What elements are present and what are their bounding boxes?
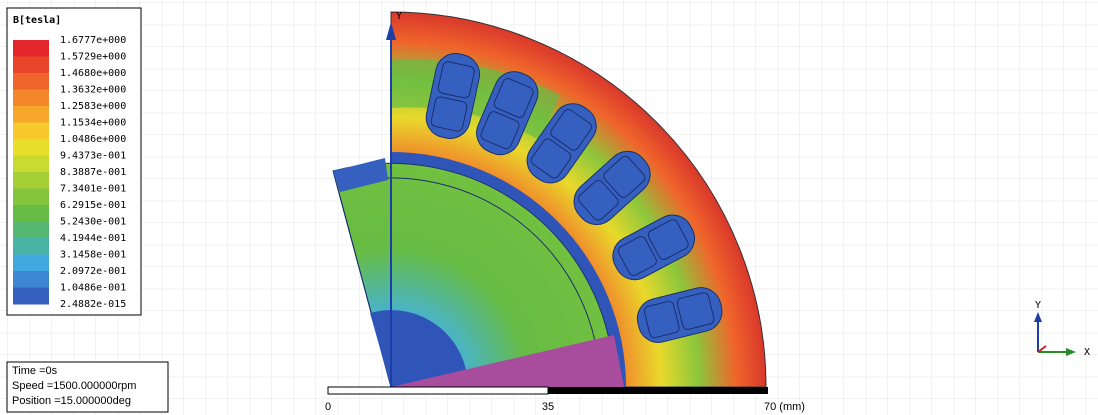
slot-body (425, 53, 480, 139)
slot (612, 214, 695, 281)
slot (526, 103, 597, 184)
slot-coil (643, 300, 680, 339)
info-position: Position =15.000000deg (12, 395, 131, 407)
slot-coil (578, 179, 619, 221)
legend-swatch (13, 287, 49, 305)
legend-swatch (13, 221, 49, 239)
triad-y-label: Y (1035, 300, 1041, 311)
legend-label: 8.3887e-001 (60, 167, 126, 178)
legend-label: 2.0972e-001 (60, 266, 126, 277)
legend-swatch (13, 56, 49, 74)
info-time: Time =0s (12, 365, 58, 377)
slot-coil (550, 108, 592, 151)
slot (425, 53, 480, 139)
triad-y-arrow (1034, 312, 1042, 322)
legend-label: 9.4373e-001 (60, 151, 126, 162)
legend-label: 3.1458e-001 (60, 250, 126, 261)
legend-label: 6.2915e-001 (60, 200, 126, 211)
slot-coil (493, 78, 534, 118)
slot-coil (617, 236, 657, 276)
legend-swatch (13, 172, 49, 189)
legend-label: 5.2430e-001 (60, 217, 126, 228)
shaft-key-region (391, 335, 624, 387)
legend-swatch (13, 205, 49, 222)
slot-coil (530, 138, 572, 179)
info-speed: Speed =1500.000000rpm (12, 380, 136, 392)
legend-label: 1.0486e-001 (60, 283, 126, 294)
legend-swatch (13, 271, 49, 288)
slot-coil (430, 96, 468, 132)
slot-coil (437, 61, 475, 99)
legend-title: B[tesla] (13, 15, 61, 26)
info-box (6, 361, 169, 413)
legend-label: 1.6777e+000 (60, 35, 126, 46)
legend-swatch (13, 122, 49, 140)
triad-x-label: X (1084, 347, 1090, 358)
slot (573, 150, 651, 225)
slot-coil (603, 155, 646, 198)
shaft (370, 310, 468, 387)
legend-swatch (13, 89, 49, 107)
rotor-magnet (333, 158, 388, 192)
legend-swatch (13, 188, 49, 206)
legend-swatch (13, 238, 49, 255)
legend-swatch (13, 254, 49, 272)
legend-label: 1.3632e+000 (60, 85, 126, 96)
triad-x-arrow (1066, 348, 1076, 356)
main-y-label: Y (396, 11, 402, 22)
legend-swatch (13, 106, 49, 123)
legend-swatch (13, 40, 49, 57)
legend-label: 2.4882e-015 (60, 299, 126, 310)
scale-label: 35 (542, 401, 554, 413)
legend-label: 1.4680e+000 (60, 68, 126, 79)
scale-bar-white (327, 386, 549, 395)
slot (636, 287, 723, 343)
legend-swatch (13, 73, 49, 90)
legend-label: 1.1534e+000 (60, 118, 126, 129)
slot-coil (676, 292, 715, 330)
legend-label: 1.5729e+000 (60, 52, 126, 63)
scale-label: 0 (325, 401, 331, 413)
main-y-arrow (386, 22, 396, 40)
legend-label: 7.3401e-001 (60, 184, 126, 195)
legend-label: 1.0486e+000 (60, 134, 126, 145)
legend: 1.6777e+000 1.5729e+000 1.4680e+000 1.3632e… (13, 35, 126, 310)
slot-body (476, 71, 539, 156)
slot-coil (480, 111, 520, 150)
legend-label: 4.1944e-001 (60, 233, 126, 244)
scale-label: 70 (mm) (764, 401, 805, 413)
stator-slots (425, 53, 723, 343)
legend-label: 1.2583e+000 (60, 101, 126, 112)
slot (476, 71, 539, 156)
triad-z-axis (1037, 345, 1047, 353)
legend-swatch (13, 139, 49, 156)
slot-coil (647, 219, 689, 260)
scale-bar-black (548, 387, 768, 394)
legend-swatch (13, 155, 49, 173)
